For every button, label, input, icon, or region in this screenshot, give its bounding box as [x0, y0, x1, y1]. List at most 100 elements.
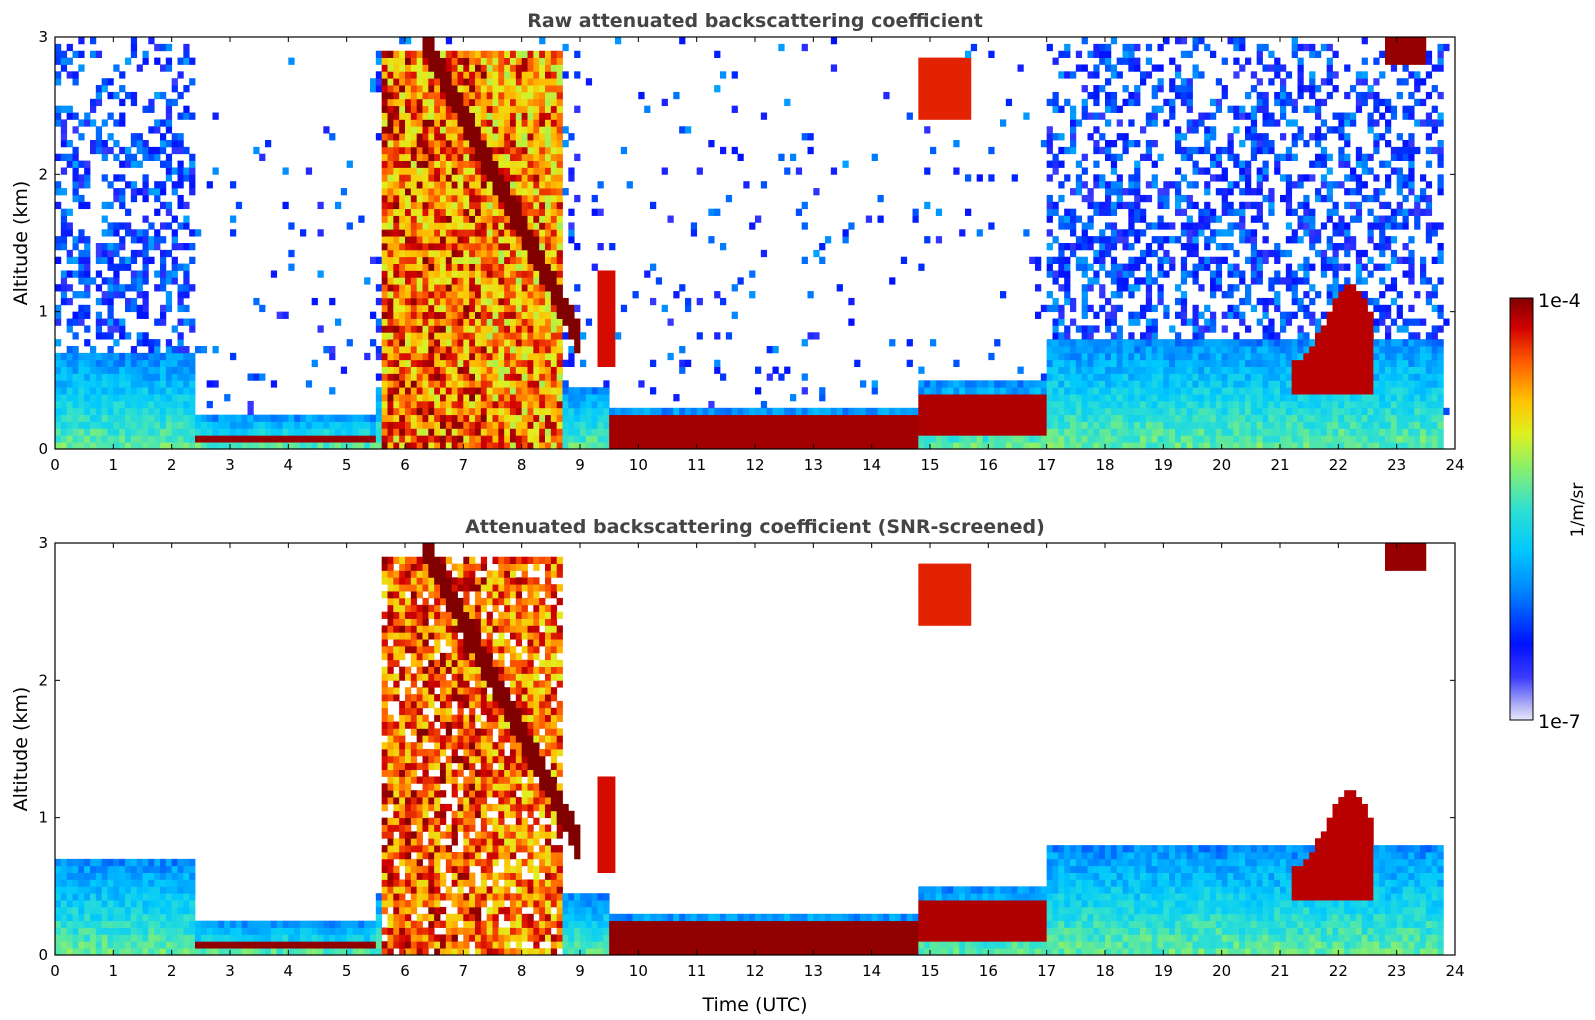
heatmap-cell [486, 57, 493, 65]
heatmap-cell [883, 91, 890, 100]
heatmap-cell [1058, 400, 1065, 409]
heatmap-cell [422, 243, 429, 251]
heatmap-cell [883, 407, 890, 416]
heatmap-cell [393, 153, 400, 161]
heatmap-cell [527, 140, 534, 148]
heatmap-cell [434, 50, 441, 58]
heatmap-cell [1087, 304, 1094, 313]
heatmap-cell [125, 208, 132, 216]
heatmap-cell [1204, 421, 1211, 429]
heatmap-cell [177, 194, 184, 203]
heatmap-cell [399, 387, 406, 395]
heatmap-cell [953, 91, 960, 100]
heatmap-cell [515, 407, 523, 416]
heatmap-cell [475, 263, 482, 271]
heatmap-cell [1134, 208, 1141, 216]
heatmap-cell [457, 201, 464, 210]
heatmap-cell [160, 277, 167, 285]
heatmap-cell [609, 318, 616, 326]
heatmap-cell [825, 414, 832, 422]
heatmap-cell [550, 85, 558, 93]
heatmap-cell [854, 435, 861, 443]
heatmap-cell [533, 428, 540, 436]
heatmap-cell [90, 98, 97, 107]
heatmap-cell [702, 414, 709, 422]
heatmap-cell [504, 50, 511, 58]
heatmap-cell [469, 400, 476, 409]
heatmap-cell [1180, 146, 1188, 155]
heatmap-cell [1134, 359, 1141, 367]
heatmap-cell [615, 37, 622, 45]
heatmap-cell [323, 428, 330, 436]
heatmap-cell [1151, 236, 1158, 244]
heatmap-cell [521, 366, 528, 374]
heatmap-cell [90, 373, 97, 381]
heatmap-cell [457, 400, 464, 409]
heatmap-cell [807, 133, 814, 141]
heatmap-cell [1140, 249, 1147, 258]
heatmap-cell [1116, 284, 1123, 292]
heatmap-cell [1221, 407, 1228, 416]
heatmap-cell [1233, 57, 1240, 65]
heatmap-cell [387, 400, 394, 409]
heatmap-cell [142, 414, 149, 422]
heatmap-cell [119, 85, 126, 93]
heatmap-cell [422, 346, 429, 354]
heatmap-cell [1128, 373, 1135, 381]
heatmap-cell [416, 57, 423, 65]
heatmap-cell [1204, 318, 1211, 326]
heatmap-cell [982, 428, 989, 436]
heatmap-cell [130, 435, 138, 443]
heatmap-cell [1116, 346, 1123, 354]
heatmap-cell [1192, 243, 1199, 251]
heatmap-cell [445, 167, 453, 175]
heatmap-cell [189, 229, 196, 237]
heatmap-cell [428, 85, 435, 93]
heatmap-cell [72, 387, 79, 395]
heatmap-cell [574, 400, 581, 409]
heatmap-cell [1157, 43, 1164, 52]
heatmap-cell [708, 140, 715, 148]
heatmap-cell [498, 346, 505, 354]
heatmap-cell [142, 400, 149, 409]
heatmap-cell [480, 174, 488, 182]
heatmap-cell [1105, 318, 1112, 326]
heatmap-cell [731, 407, 738, 416]
heatmap-cell [959, 428, 966, 436]
heatmap-cell [416, 249, 423, 258]
heatmap-cell [422, 112, 429, 120]
heatmap-cell [515, 236, 523, 244]
heatmap-cell [685, 304, 692, 313]
heatmap-cell [1134, 256, 1141, 264]
heatmap-cell [113, 407, 120, 416]
heatmap-cell [230, 352, 237, 361]
heatmap-cell [1198, 414, 1205, 422]
heatmap-cell [580, 400, 587, 409]
heatmap-cell [387, 332, 394, 340]
heatmap-cell [510, 188, 517, 196]
heatmap-cell [842, 442, 849, 449]
heatmap-cell [1233, 263, 1240, 271]
heatmap-cell [393, 174, 400, 182]
heatmap-cell [469, 201, 476, 210]
heatmap-cell [1116, 435, 1123, 443]
heatmap-cell [311, 442, 318, 449]
heatmap-cell [1175, 387, 1182, 395]
heatmap-cell [714, 291, 721, 299]
heatmap-cell [55, 394, 62, 402]
heatmap-cell [1140, 380, 1147, 388]
heatmap-cell [72, 153, 79, 161]
heatmap-cell [1122, 442, 1129, 449]
heatmap-cell [556, 222, 563, 230]
heatmap-cell [854, 359, 861, 367]
heatmap-cell [445, 188, 453, 196]
heatmap-cell [1140, 126, 1147, 134]
heatmap-cell [375, 85, 383, 93]
heatmap-cell [1198, 407, 1205, 416]
heatmap-cell [807, 421, 814, 429]
heatmap-cell [510, 229, 517, 237]
heatmap-cell [515, 291, 523, 299]
heatmap-cell [1128, 98, 1135, 107]
heatmap-cell [142, 332, 149, 340]
heatmap-cell [212, 380, 219, 388]
